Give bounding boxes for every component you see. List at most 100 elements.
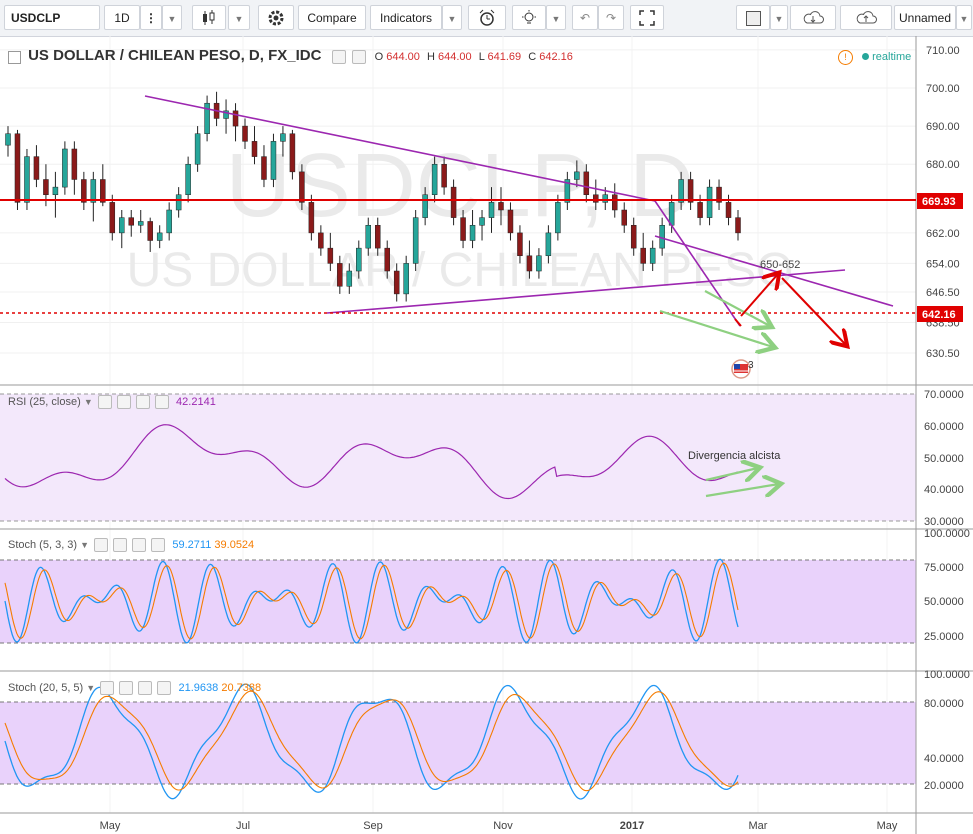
candle-body — [697, 202, 703, 218]
add-icon[interactable] — [135, 395, 150, 409]
candle-body — [308, 202, 315, 234]
rsi-divergence-arrows — [705, 468, 779, 496]
candle-body — [52, 186, 59, 195]
close-icon[interactable] — [151, 538, 166, 552]
time-tick-label: Jul — [236, 820, 250, 832]
interval-button[interactable]: 1D — [104, 5, 140, 30]
c-label: C — [528, 51, 537, 63]
candle-body — [109, 202, 116, 234]
layout-name-button[interactable]: Unnamed — [894, 5, 956, 30]
eye-icon[interactable] — [100, 681, 115, 695]
add-icon[interactable] — [138, 681, 153, 695]
red-arrow-up — [740, 274, 778, 317]
layout-name-label: Unnamed — [898, 11, 952, 25]
chevron-down-icon: ▼ — [959, 14, 969, 24]
candle-body — [574, 171, 580, 180]
candle-body — [156, 232, 163, 241]
green-arrow-lower — [659, 309, 773, 347]
symbol-search-box[interactable]: USDCLP — [4, 5, 100, 30]
settings-small-icon[interactable] — [351, 50, 366, 65]
rsi-band — [0, 394, 916, 521]
candle-body — [431, 163, 438, 195]
chevron-down-icon: ▼ — [167, 14, 177, 24]
settings-small-icon[interactable] — [119, 681, 134, 695]
candle-body — [251, 141, 258, 157]
candle-body — [204, 102, 210, 134]
candle-body — [374, 225, 381, 249]
stoch2-d-line — [4, 690, 739, 792]
candle-body — [507, 209, 514, 234]
eye-icon[interactable] — [94, 538, 109, 552]
chart-type-dropdown[interactable]: ▼ — [228, 5, 250, 30]
layout-dropdown[interactable]: ▼ — [956, 5, 972, 30]
price-tick-label: 710.00 — [926, 45, 960, 57]
indicators-button[interactable]: Indicators — [370, 5, 442, 30]
candle-body — [232, 110, 239, 127]
color-button[interactable] — [736, 5, 770, 30]
candle-body — [526, 255, 533, 272]
candle-body — [441, 163, 447, 188]
candle-body — [630, 225, 637, 249]
price-tick-label: 646.50 — [926, 287, 960, 299]
fullscreen-button[interactable] — [630, 5, 664, 30]
settings-small-icon[interactable] — [113, 538, 128, 552]
load-layout-button[interactable] — [790, 5, 836, 30]
interval-menu-button[interactable]: ⋮ — [140, 5, 162, 30]
indicator-tick-label: 70.0000 — [924, 389, 964, 401]
indicator-tick-label: 50.0000 — [924, 453, 964, 465]
more-vertical-icon: ⋮ — [145, 11, 157, 25]
compare-label: Compare — [307, 11, 357, 25]
candle-body — [602, 194, 609, 203]
chart-type-button[interactable] — [192, 5, 226, 30]
chevron-down-icon[interactable]: ▼ — [80, 539, 90, 550]
redo-button[interactable]: ↷ — [598, 5, 624, 30]
stoch2-title: Stoch (20, 5, 5) — [8, 681, 84, 694]
undo-button[interactable]: ↶ — [572, 5, 598, 30]
time-axis[interactable]: May Jul Sep Nov 2017 Mar May — [100, 820, 898, 832]
chevron-down-icon[interactable]: ▼ — [83, 396, 93, 407]
price-tick-label: 654.00 — [926, 258, 960, 270]
replay-dropdown[interactable]: ▼ — [546, 5, 566, 30]
candle-body — [479, 217, 485, 226]
save-layout-button[interactable] — [840, 5, 892, 30]
add-icon[interactable] — [132, 538, 147, 552]
c-value: 642.16 — [539, 51, 573, 63]
candles-icon — [203, 10, 215, 25]
eye-icon[interactable] — [97, 395, 112, 409]
color-dropdown[interactable]: ▼ — [770, 5, 788, 30]
price-axis[interactable]: 710.00 700.00 690.00 680.00 662.00 654.00 646.… — [926, 45, 960, 360]
candle-body — [555, 202, 561, 234]
close-icon[interactable] — [154, 395, 169, 409]
main-legend: US DOLLAR / CHILEAN PESO, D, FX_IDC O 64… — [8, 47, 573, 65]
collapse-icon[interactable] — [8, 50, 21, 64]
candle-body — [583, 171, 590, 195]
indicators-dropdown[interactable]: ▼ — [442, 5, 462, 30]
eye-icon[interactable] — [332, 50, 347, 65]
event-flag-icon[interactable] — [731, 359, 751, 379]
realtime-status[interactable]: ! realtime — [838, 50, 911, 65]
l-label: L — [478, 51, 485, 63]
divergence-label: Divergencia alcista — [688, 450, 781, 462]
stoch1-title: Stoch (5, 3, 3) — [8, 538, 78, 551]
candle-body — [640, 247, 646, 264]
chevron-down-icon[interactable]: ▼ — [86, 682, 96, 693]
chart-title: US DOLLAR / CHILEAN PESO, D, FX_IDC — [28, 47, 322, 64]
chart-area[interactable]: USDCLP, D US DOLLAR / CHILEAN PESO 650-6… — [0, 36, 973, 834]
replay-button[interactable] — [512, 5, 546, 30]
settings-small-icon[interactable] — [116, 395, 131, 409]
candle-body — [498, 202, 504, 211]
candle-body — [5, 133, 11, 146]
close-icon[interactable] — [157, 681, 172, 695]
l-value: 641.69 — [487, 51, 522, 63]
compare-button[interactable]: Compare — [298, 5, 366, 30]
trend-line-lower — [326, 269, 846, 314]
candle-body — [280, 133, 286, 142]
candle-body — [346, 270, 353, 287]
alert-button[interactable] — [468, 5, 506, 30]
interval-dropdown-button[interactable]: ▼ — [162, 5, 182, 30]
settings-button[interactable] — [258, 5, 294, 30]
square-icon — [745, 11, 761, 27]
indicator-axes[interactable]: 70.000060.000050.000040.000030.0000100.0… — [924, 389, 970, 792]
candle-body — [90, 179, 97, 203]
chevron-down-icon: ▼ — [551, 14, 561, 24]
